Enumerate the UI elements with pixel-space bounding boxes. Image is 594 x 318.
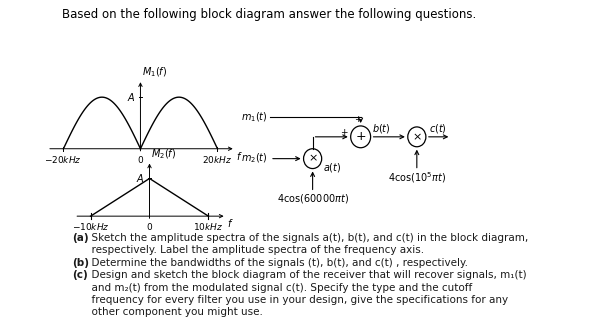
Text: $0$: $0$ <box>146 221 153 232</box>
Text: $a(t)$: $a(t)$ <box>324 161 342 174</box>
Text: $\times$: $\times$ <box>412 132 422 142</box>
Text: respectively. Label the amplitude spectra of the frequency axis.: respectively. Label the amplitude spectr… <box>72 245 425 255</box>
Text: Determine the bandwidths of the signals (t), b(t), and c(t) , respectively.: Determine the bandwidths of the signals … <box>85 258 468 268</box>
Text: Sketch the amplitude spectra of the signals a(t), b(t), and c(t) in the block di: Sketch the amplitude spectra of the sign… <box>85 233 529 243</box>
Text: $+$: $+$ <box>355 130 366 143</box>
Text: $f$: $f$ <box>226 217 233 229</box>
Text: other component you might use.: other component you might use. <box>72 307 263 317</box>
Text: $4\cos(10^5\pi t)$: $4\cos(10^5\pi t)$ <box>388 170 446 185</box>
Text: (b): (b) <box>72 258 90 268</box>
Text: (a): (a) <box>72 233 89 243</box>
Text: $+$: $+$ <box>353 114 362 124</box>
Text: $c(t)$: $c(t)$ <box>429 122 447 135</box>
Text: and m₂(t) from the modulated signal c(t). Specify the type and the cutoff: and m₂(t) from the modulated signal c(t)… <box>72 283 473 293</box>
Text: $20kHz$: $20kHz$ <box>203 154 233 165</box>
Text: $b(t)$: $b(t)$ <box>372 122 391 135</box>
Text: $f$: $f$ <box>236 150 242 162</box>
Text: $A$: $A$ <box>127 91 136 103</box>
Text: $M_1(f)$: $M_1(f)$ <box>143 66 168 79</box>
Text: $-20kHz$: $-20kHz$ <box>45 154 83 165</box>
Text: $m_2(t)$: $m_2(t)$ <box>241 152 267 165</box>
Text: $A$: $A$ <box>137 172 145 184</box>
Text: $10kHz$: $10kHz$ <box>193 221 223 232</box>
Text: Based on the following block diagram answer the following questions.: Based on the following block diagram ans… <box>62 8 476 21</box>
Text: (c): (c) <box>72 270 89 280</box>
Text: Design and sketch the block diagram of the receiver that will recover signals, m: Design and sketch the block diagram of t… <box>85 270 527 280</box>
Text: $-10kHz$: $-10kHz$ <box>72 221 109 232</box>
Text: frequency for every filter you use in your design, give the specifications for a: frequency for every filter you use in yo… <box>72 295 508 305</box>
Text: $m_1(t)$: $m_1(t)$ <box>241 110 267 124</box>
Text: $\times$: $\times$ <box>308 154 318 164</box>
Text: $+$: $+$ <box>340 127 349 137</box>
Text: $4\cos(60000\pi t)$: $4\cos(60000\pi t)$ <box>277 192 349 205</box>
Text: $M_2(f)$: $M_2(f)$ <box>151 147 176 161</box>
Text: $0$: $0$ <box>137 154 144 165</box>
